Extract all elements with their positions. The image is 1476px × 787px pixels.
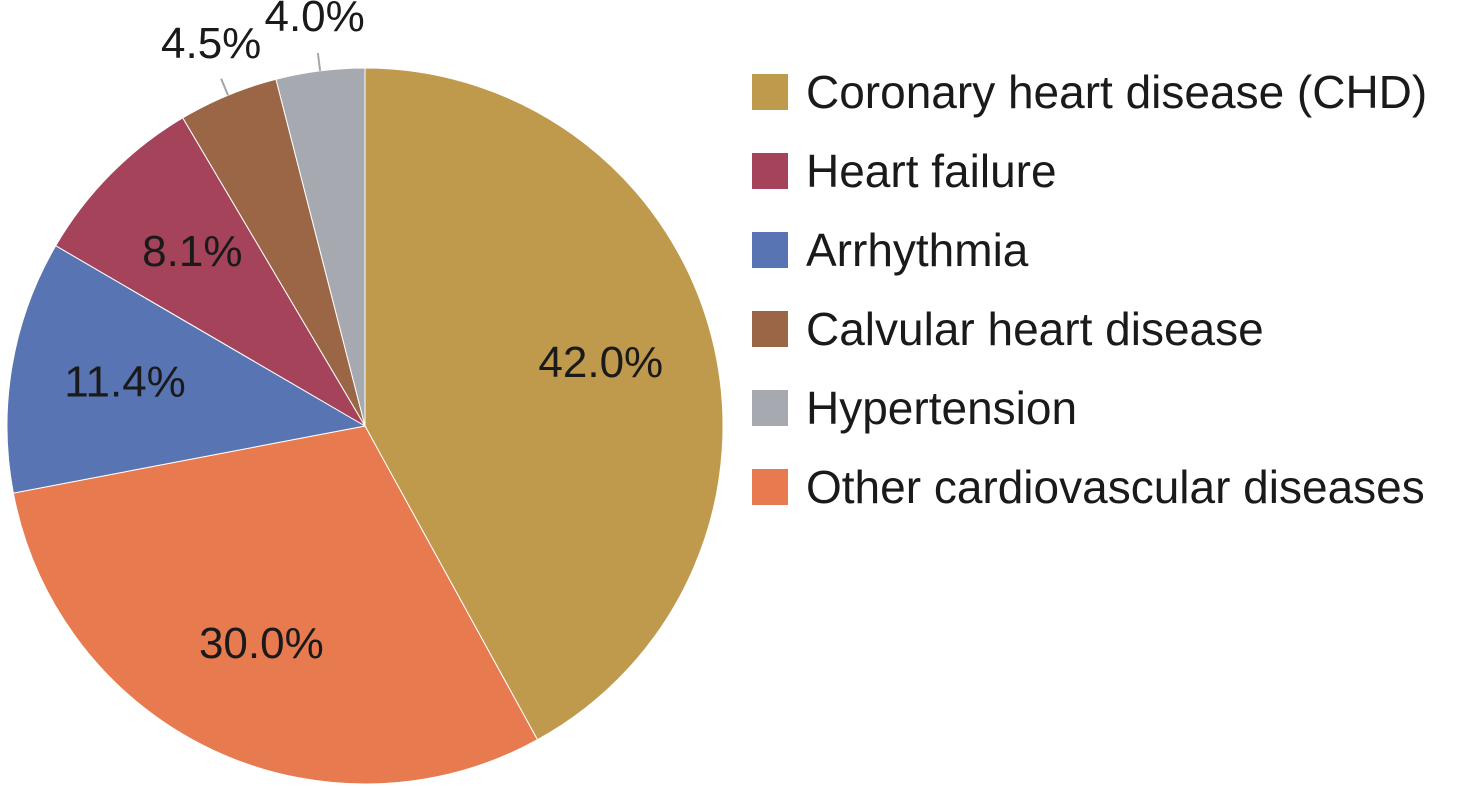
pie-leader-lines [220,52,322,96]
pie-slices [6,67,724,785]
pie-slice [6,245,367,494]
legend-item: Coronary heart disease (CHD) [752,52,1427,131]
legend-label: Calvular heart disease [806,302,1264,355]
pie-plot-area: 42.0% 30.0% 11.4% 8.1% 4.5%4.0% [6,0,724,785]
legend-swatch [752,310,788,347]
pie-data-labels: 42.0% 30.0% 11.4% 8.1% 4.5%4.0% [64,0,663,668]
legend-item: Calvular heart disease [752,289,1427,368]
pie-data-label: 30.0% [199,619,324,668]
pie-data-label: 4.0% [264,0,364,41]
pie-leader-line [316,52,322,71]
legend-label: Other cardiovascular diseases [806,460,1425,513]
chart-legend: Coronary heart disease (CHD) Heart failu… [752,52,1427,526]
legend-swatch [752,231,788,268]
pie-slice [275,67,366,427]
legend-label: Arrhythmia [806,223,1029,276]
legend-swatch [752,389,788,426]
pie-slice [364,67,724,741]
legend-item: Other cardiovascular diseases [752,447,1427,526]
pie-data-label: 42.0% [538,338,663,387]
pie-data-label: 8.1% [142,227,242,276]
legend-item: Arrhythmia [752,210,1427,289]
pie-slice [55,117,367,428]
legend-swatch [752,73,788,110]
pie-data-label: 11.4% [64,358,186,407]
pie-slice [12,425,539,785]
legend-label: Heart failure [806,144,1057,197]
legend-label: Coronary heart disease (CHD) [806,65,1428,118]
legend-swatch [752,152,788,189]
legend-item: Hypertension [752,368,1427,447]
pie-data-label: 4.5% [161,19,261,68]
legend-label: Hypertension [806,381,1078,434]
legend-item: Heart failure [752,131,1427,210]
legend-swatch [752,468,788,505]
pie-leader-line [220,78,229,96]
